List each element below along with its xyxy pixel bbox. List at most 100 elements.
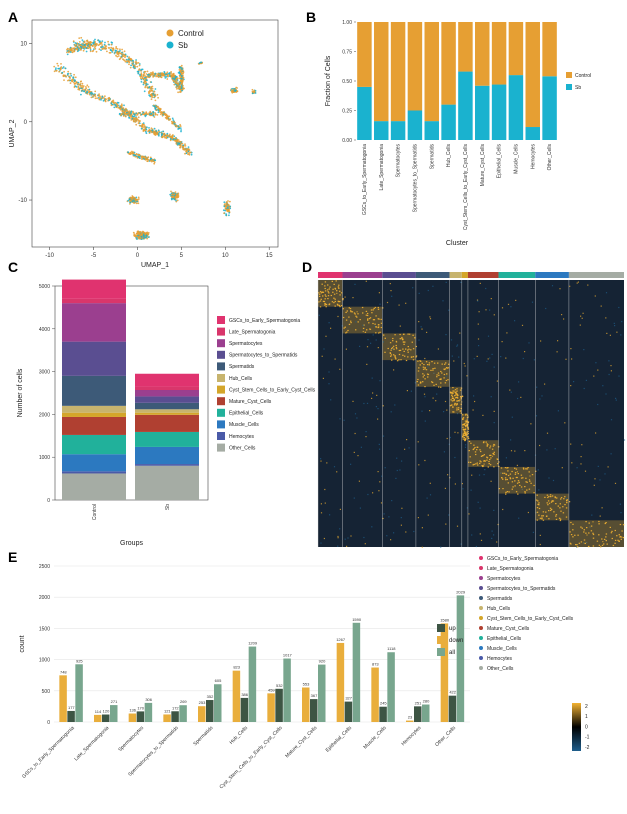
heatmap-cell-noise bbox=[479, 533, 481, 535]
heatmap-cell-noise bbox=[448, 443, 450, 445]
cell-count-legend-swatch bbox=[217, 420, 225, 429]
heatmap-cell-high bbox=[489, 464, 492, 466]
heatmap-cell-high bbox=[460, 387, 463, 389]
heatmap-cell-noise bbox=[539, 543, 541, 546]
cell-count-bar-segment bbox=[62, 416, 126, 435]
heatmap-cell-high bbox=[334, 300, 336, 303]
heatmap-cell-noise bbox=[491, 537, 493, 539]
heatmap-cell-high bbox=[578, 542, 581, 544]
umap-point bbox=[136, 113, 139, 116]
umap-point bbox=[87, 86, 90, 88]
heatmap-cell-noise bbox=[344, 538, 346, 540]
heatmap-cell-high bbox=[546, 502, 548, 504]
heatmap-cell-high bbox=[412, 359, 415, 361]
umap-point bbox=[113, 106, 116, 109]
heatmap-cell-noise bbox=[423, 393, 426, 395]
umap-point bbox=[173, 198, 176, 201]
heatmap-cell-high bbox=[522, 467, 525, 469]
umap-point bbox=[85, 86, 87, 88]
heatmap-cell-high bbox=[319, 295, 321, 297]
heatmap-cell-noise bbox=[451, 355, 453, 357]
umap-point bbox=[88, 41, 91, 44]
heatmap-cluster-bar bbox=[535, 272, 569, 278]
heatmap-cell-noise bbox=[433, 372, 435, 374]
umap-point bbox=[151, 74, 154, 76]
heatmap-cluster-block bbox=[382, 333, 416, 361]
umap-point bbox=[87, 43, 90, 46]
umap-point bbox=[88, 45, 91, 48]
umap-point bbox=[163, 132, 166, 135]
heatmap-cell-high bbox=[375, 326, 377, 328]
heatmap-cell-high bbox=[525, 481, 527, 483]
deg-bar-down bbox=[128, 713, 137, 722]
heatmap-cell-high bbox=[533, 484, 535, 487]
umap-point bbox=[171, 122, 174, 125]
umap-point bbox=[151, 159, 154, 162]
heatmap-cell-noise bbox=[388, 516, 390, 518]
deg-x-tick-label: Cyst_Stem_Cells_to_Early_Cyst_Cells bbox=[219, 725, 285, 791]
heatmap-cell-noise bbox=[517, 397, 519, 400]
heatmap-cluster-block bbox=[461, 413, 468, 441]
umap-y-tick-label: -10 bbox=[18, 198, 27, 204]
heatmap-cell-noise bbox=[546, 432, 549, 434]
heatmap-cell-high bbox=[570, 534, 573, 536]
umap-point bbox=[180, 70, 182, 73]
umap-point bbox=[222, 209, 225, 212]
heatmap-cell-noise bbox=[337, 315, 339, 318]
heatmap-cell-noise bbox=[551, 285, 554, 287]
heatmap-cell-noise bbox=[435, 400, 437, 402]
heatmap-cell-high bbox=[501, 477, 503, 479]
heatmap-cell-noise bbox=[356, 311, 358, 313]
heatmap-cell-high bbox=[525, 468, 527, 470]
umap-point bbox=[128, 114, 131, 116]
heatmap-cell-high bbox=[339, 290, 341, 292]
heatmap-cell-high bbox=[415, 355, 418, 357]
umap-point bbox=[148, 236, 150, 238]
heatmap-cell-noise bbox=[605, 292, 608, 294]
umap-point bbox=[140, 127, 143, 130]
umap-point bbox=[166, 136, 169, 139]
heatmap-cell-noise bbox=[465, 444, 467, 446]
umap-point bbox=[153, 127, 156, 130]
umap-point bbox=[150, 113, 153, 115]
heatmap-cell-noise bbox=[490, 480, 492, 482]
heatmap-cell-high bbox=[387, 347, 389, 350]
heatmap-cell-high bbox=[332, 291, 334, 293]
heatmap-cell-noise bbox=[584, 470, 587, 472]
heatmap-legend-dot bbox=[479, 616, 483, 620]
heatmap-cell-noise bbox=[456, 345, 458, 347]
umap-point bbox=[98, 98, 101, 100]
umap-point bbox=[154, 73, 157, 75]
umap-point bbox=[156, 133, 159, 136]
heatmap-cell-high bbox=[491, 448, 494, 450]
heatmap-cell-noise bbox=[454, 456, 456, 459]
cell-count-legend-label: Hub_Cells bbox=[229, 376, 253, 382]
heatmap-cell-noise bbox=[378, 490, 380, 492]
umap-point bbox=[148, 131, 151, 134]
heatmap-cell-noise bbox=[365, 436, 367, 438]
umap-point bbox=[180, 129, 183, 131]
deg-bar-down bbox=[198, 706, 206, 722]
umap-point bbox=[173, 78, 176, 80]
heatmap-cell-high bbox=[470, 442, 472, 444]
umap-point bbox=[150, 86, 153, 88]
heatmap-cell-high bbox=[438, 386, 440, 388]
deg-data-label: 136 bbox=[129, 708, 136, 713]
umap-point bbox=[110, 46, 113, 49]
heatmap-cell-noise bbox=[599, 515, 601, 517]
umap-point bbox=[176, 79, 179, 81]
umap-point bbox=[236, 87, 239, 89]
umap-x-tick-label: -10 bbox=[45, 253, 54, 259]
heatmap-cell-noise bbox=[487, 335, 490, 337]
heatmap-cell-noise bbox=[489, 357, 491, 359]
heatmap-cell-high bbox=[380, 322, 383, 324]
heatmap-cell-high bbox=[550, 508, 553, 510]
heatmap-cell-high bbox=[342, 299, 344, 301]
heatmap-cell-high bbox=[463, 432, 466, 434]
heatmap-cell-high bbox=[553, 511, 555, 513]
heatmap-cell-high bbox=[404, 355, 406, 357]
heatmap-cell-high bbox=[324, 294, 326, 296]
heatmap-cell-noise bbox=[531, 301, 534, 303]
heatmap-cell-noise bbox=[545, 307, 547, 310]
heatmap-cell-high bbox=[459, 399, 461, 401]
